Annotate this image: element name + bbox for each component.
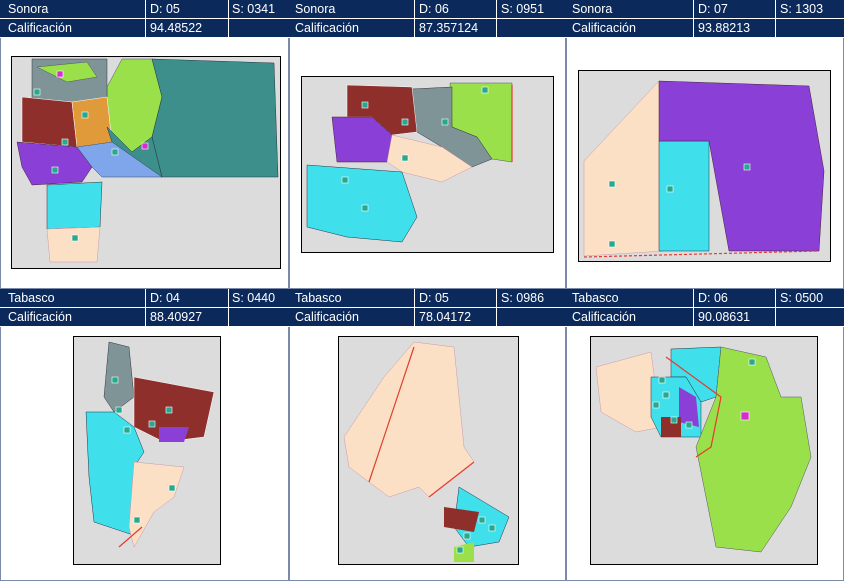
section-map[interactable] — [338, 336, 519, 565]
section-card-2: Sonora D: 06 S: 0951 Calificación 87.357… — [289, 0, 566, 289]
map-panel — [0, 38, 289, 289]
section-map[interactable] — [11, 56, 281, 269]
district-label: D: 05 — [419, 291, 449, 305]
header-row-score: Calificación 78.04172 — [289, 308, 566, 327]
map-panel — [566, 327, 844, 581]
header-row-score: Calificación 88.40927 — [0, 308, 289, 327]
score-label: Calificación — [295, 21, 359, 35]
score-label: Calificación — [295, 310, 359, 324]
section-card-3: Sonora D: 07 S: 1303 Calificación 93.882… — [566, 0, 844, 289]
header-row-state: Sonora D: 07 S: 1303 — [566, 0, 844, 19]
header-row-state: Tabasco D: 05 S: 0986 — [289, 289, 566, 308]
state-label: Tabasco — [572, 291, 619, 305]
header-row-state: Tabasco D: 06 S: 0500 — [566, 289, 844, 308]
district-label: D: 07 — [698, 2, 728, 16]
district-label: D: 04 — [150, 291, 180, 305]
score-value: 93.88213 — [698, 21, 751, 35]
score-value: 78.04172 — [419, 310, 472, 324]
header-row-score: Calificación 87.357124 — [289, 19, 566, 38]
map-panel — [0, 327, 289, 581]
state-label: Tabasco — [295, 291, 342, 305]
section-label: S: 0500 — [780, 291, 824, 305]
state-label: Sonora — [8, 2, 49, 16]
section-card-1: Sonora D: 05 S: 0341 Calificación 94.485… — [0, 0, 289, 289]
score-label: Calificación — [8, 310, 72, 324]
score-label: Calificación — [8, 21, 72, 35]
score-label: Calificación — [572, 310, 636, 324]
header-row-score: Calificación 94.48522 — [0, 19, 289, 38]
score-value: 87.357124 — [419, 21, 479, 35]
section-card-4: Tabasco D: 04 S: 0440 Calificación 88.40… — [0, 289, 289, 581]
district-label: D: 05 — [150, 2, 180, 16]
state-label: Sonora — [572, 2, 613, 16]
state-label: Tabasco — [8, 291, 55, 305]
map-panel — [289, 327, 566, 581]
score-value: 90.08631 — [698, 310, 751, 324]
score-value: 88.40927 — [150, 310, 203, 324]
section-map[interactable] — [73, 336, 221, 565]
header-row-state: Tabasco D: 04 S: 0440 — [0, 289, 289, 308]
state-label: Sonora — [295, 2, 336, 16]
header-row-state: Sonora D: 05 S: 0341 — [0, 0, 289, 19]
section-label: S: 0986 — [501, 291, 545, 305]
section-label: S: 1303 — [780, 2, 824, 16]
district-label: D: 06 — [698, 291, 728, 305]
section-card-5: Tabasco D: 05 S: 0986 Calificación 78.04… — [289, 289, 566, 581]
section-label: S: 0951 — [501, 2, 545, 16]
score-label: Calificación — [572, 21, 636, 35]
map-panel — [566, 38, 844, 289]
section-map[interactable] — [301, 76, 554, 253]
map-panel — [289, 38, 566, 289]
header-row-state: Sonora D: 06 S: 0951 — [289, 0, 566, 19]
score-value: 94.48522 — [150, 21, 203, 35]
section-map[interactable] — [578, 70, 831, 262]
section-label: S: 0341 — [232, 2, 276, 16]
section-label: S: 0440 — [232, 291, 276, 305]
section-map[interactable] — [590, 336, 818, 565]
section-card-6: Tabasco D: 06 S: 0500 Calificación 90.08… — [566, 289, 844, 581]
header-row-score: Calificación 93.88213 — [566, 19, 844, 38]
district-label: D: 06 — [419, 2, 449, 16]
header-row-score: Calificación 90.08631 — [566, 308, 844, 327]
